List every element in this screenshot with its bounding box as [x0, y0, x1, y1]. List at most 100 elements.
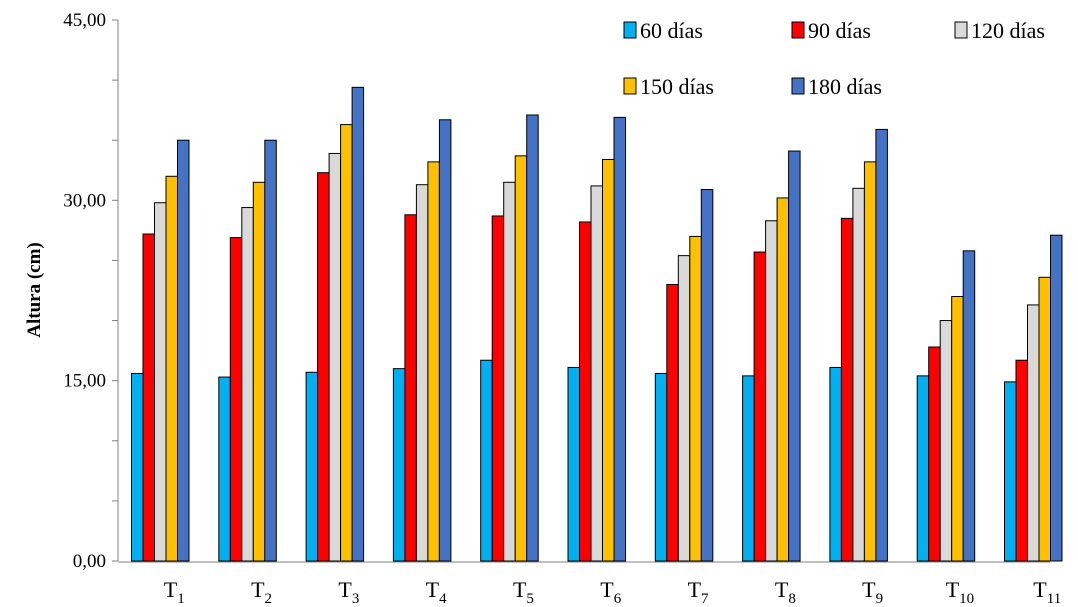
- x-tick-label: T11: [1033, 577, 1061, 607]
- bar-t11-series-3: [1027, 304, 1040, 562]
- bar-t3-series-3: [328, 152, 342, 562]
- x-tick-label-base: T: [164, 577, 178, 602]
- bar-t7-series-4: [689, 235, 702, 562]
- x-tick-label: T2: [251, 577, 272, 607]
- x-tick-label: T4: [426, 577, 447, 607]
- bar-t7-series-5: [700, 189, 714, 562]
- bar-group-t9: [829, 128, 888, 562]
- bar-t8-series-1: [742, 375, 755, 562]
- bar-t9-series-2: [840, 217, 854, 562]
- bar-t8-series-3: [765, 220, 778, 562]
- bar-t11-series-2: [1015, 359, 1028, 562]
- bar-group-t7: [654, 189, 714, 562]
- x-tick-label-base: T: [513, 577, 527, 602]
- bar-t5-series-2: [491, 215, 505, 562]
- x-tick-label: T6: [600, 577, 621, 607]
- bar-t8-series-4: [776, 197, 790, 562]
- bar-t5-series-1: [480, 359, 493, 562]
- legend-swatch: [623, 77, 637, 95]
- bar-t3-series-4: [340, 124, 353, 562]
- x-tick-label-base: T: [600, 577, 614, 602]
- bar-group-t6: [567, 116, 626, 562]
- x-tick-label: T9: [862, 577, 883, 607]
- x-axis: T1 T2 T3 T4 T5 T6 T7 T8 T9 T10 T11: [118, 561, 1061, 607]
- bar-t1-series-2: [142, 233, 155, 562]
- x-tick-label-subscript: 1: [177, 591, 185, 607]
- x-tick-label-subscript: 11: [1047, 591, 1061, 607]
- bar-t4-series-4: [427, 161, 440, 562]
- x-tick-label: T5: [513, 577, 534, 607]
- bar-t10-series-4: [951, 296, 964, 562]
- legend-label: 90 días: [808, 18, 871, 43]
- bar-t2-series-5: [264, 139, 277, 562]
- bar-t1-series-5: [177, 139, 190, 562]
- x-tick-label-base: T: [862, 577, 876, 602]
- bar-t1-series-1: [131, 372, 144, 562]
- bar-group-t4: [392, 119, 452, 562]
- bar-t11-series-4: [1038, 276, 1051, 562]
- bar-t9-series-3: [852, 187, 865, 562]
- bar-t2-series-1: [218, 376, 231, 562]
- legend-label: 150 días: [640, 74, 714, 99]
- bar-group-t8: [742, 150, 801, 562]
- bar-t3-series-5: [351, 86, 365, 562]
- x-tick-label-base: T: [426, 577, 440, 602]
- legend-item: 180 días: [791, 74, 882, 99]
- bar-t6-series-1: [567, 366, 580, 562]
- bar-t4-series-5: [438, 119, 452, 562]
- bar-group-t2: [218, 139, 277, 562]
- bar-t9-series-5: [875, 128, 888, 562]
- x-tick-label-subscript: 2: [265, 591, 273, 607]
- bar-t1-series-4: [165, 175, 178, 562]
- y-tick-label: 30,00: [63, 190, 106, 211]
- bar-t1-series-3: [154, 202, 167, 562]
- y-tick-label: 45,00: [63, 10, 106, 31]
- x-tick-label: T7: [688, 577, 709, 607]
- bar-t2-series-3: [241, 207, 254, 562]
- legend-item: 60 días: [623, 18, 703, 43]
- legend: 60 días 90 días 120 días 150 días 180 días: [623, 18, 1045, 99]
- bar-t4-series-3: [415, 184, 429, 562]
- bar-t6-series-2: [579, 221, 592, 562]
- y-axis-label: Altura (cm): [24, 242, 45, 338]
- bar-t3-series-1: [305, 371, 319, 562]
- bar-t6-series-3: [590, 185, 603, 562]
- bar-t9-series-1: [829, 366, 842, 562]
- bar-t10-series-5: [962, 250, 976, 562]
- bar-t11-series-1: [1004, 381, 1017, 562]
- bar-t7-series-1: [654, 372, 668, 562]
- legend-label: 120 días: [971, 18, 1045, 43]
- x-tick-label-base: T: [775, 577, 789, 602]
- x-tick-label-subscript: 7: [701, 591, 709, 607]
- x-tick-label-base: T: [946, 577, 960, 602]
- bar-group-t5: [480, 114, 539, 562]
- x-tick-label-base: T: [251, 577, 265, 602]
- bar-t3-series-2: [317, 172, 330, 562]
- bar-t9-series-4: [863, 161, 877, 562]
- x-tick-label: T1: [164, 577, 185, 607]
- legend-swatch: [954, 21, 968, 39]
- bar-t2-series-2: [229, 237, 243, 562]
- x-tick-label: T3: [338, 577, 359, 607]
- legend-item: 150 días: [623, 74, 714, 99]
- x-tick-label-subscript: 8: [788, 591, 796, 607]
- legend-swatch: [791, 21, 805, 39]
- bar-t5-series-4: [514, 155, 528, 562]
- x-tick-label-subscript: 4: [439, 591, 447, 607]
- bar-group-t11: [1004, 234, 1063, 562]
- x-tick-label-subscript: 10: [959, 591, 974, 607]
- bar-group-t3: [305, 86, 365, 562]
- legend-swatch: [623, 21, 637, 39]
- legend-item: 120 días: [954, 18, 1045, 43]
- x-tick-label-subscript: 9: [876, 591, 884, 607]
- x-tick-label: T8: [775, 577, 796, 607]
- bar-t2-series-4: [252, 181, 266, 562]
- bar-t4-series-2: [404, 214, 417, 562]
- bar-t7-series-3: [677, 255, 691, 562]
- bar-t10-series-2: [928, 346, 941, 562]
- y-tick-label: 15,00: [63, 371, 106, 392]
- bar-group-t1: [131, 139, 190, 562]
- bar-t11-series-5: [1050, 234, 1063, 562]
- bar-t5-series-5: [526, 114, 539, 562]
